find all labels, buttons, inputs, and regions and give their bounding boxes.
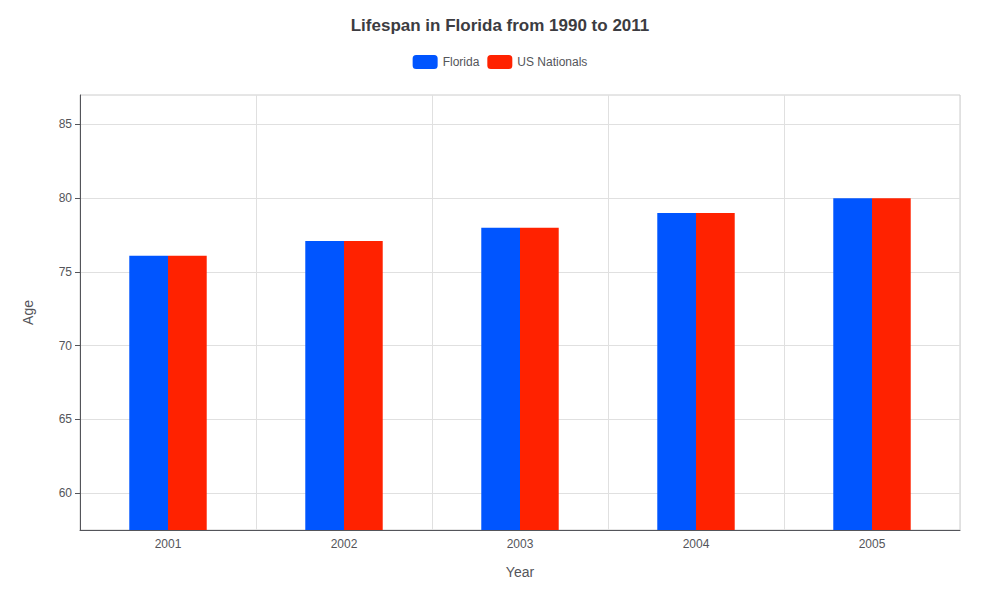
svg-text:70: 70 [59, 339, 73, 353]
svg-text:Florida: Florida [443, 55, 480, 69]
svg-text:2005: 2005 [859, 537, 886, 551]
svg-text:2002: 2002 [331, 537, 358, 551]
svg-text:Age: Age [20, 300, 36, 325]
svg-text:2004: 2004 [683, 537, 710, 551]
svg-text:US Nationals: US Nationals [517, 55, 587, 69]
svg-text:80: 80 [59, 191, 73, 205]
svg-text:75: 75 [59, 265, 73, 279]
svg-text:2001: 2001 [155, 537, 182, 551]
svg-text:Lifespan in Florida from 1990: Lifespan in Florida from 1990 to 2011 [351, 16, 650, 35]
svg-text:2003: 2003 [507, 537, 534, 551]
svg-text:65: 65 [59, 412, 73, 426]
svg-text:85: 85 [59, 117, 73, 131]
svg-text:60: 60 [59, 486, 73, 500]
svg-text:Year: Year [506, 564, 535, 580]
